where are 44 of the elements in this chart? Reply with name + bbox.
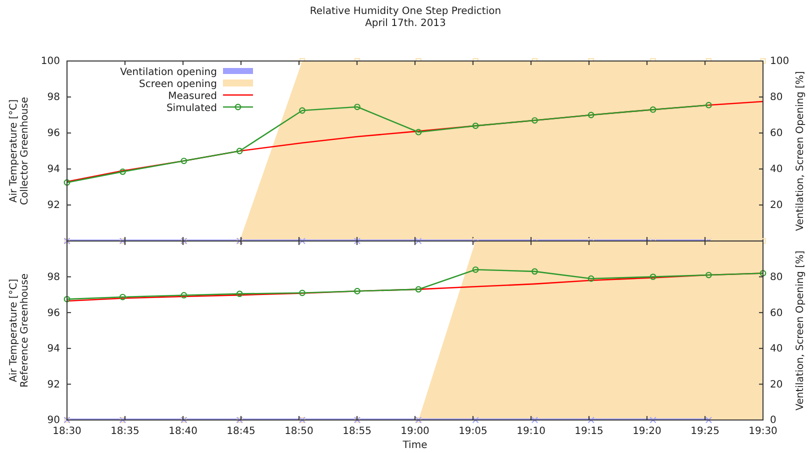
x-axis-title: Time <box>402 440 428 451</box>
x-tick-label: 19:00 <box>400 426 430 438</box>
x-tick-label: 19:30 <box>748 426 778 438</box>
y-tick-label: 98 <box>47 272 60 283</box>
y2-tick-label: 0 <box>770 415 776 426</box>
legend-label: Screen opening <box>139 79 217 90</box>
x-tick-label: 18:45 <box>226 426 256 438</box>
y2-tick-label: 20 <box>770 200 783 212</box>
y2-tick-label: 80 <box>770 272 783 283</box>
y-axis-title: Air Temperature [°C] Reference Greenhouse <box>8 274 30 388</box>
legend-label: Simulated <box>166 103 217 114</box>
y2-axis-title: Ventilation, Screen Opening [%] <box>795 70 806 231</box>
y-tick-label: 90 <box>47 415 60 426</box>
y2-tick-label: 40 <box>770 164 783 176</box>
y-tick-label: 94 <box>47 164 60 176</box>
x-tick-label: 19:15 <box>574 426 604 438</box>
x-tick-label: 18:40 <box>168 426 198 438</box>
chart-subtitle: April 17th. 2013 <box>365 18 446 29</box>
y2-tick-label: 60 <box>770 128 783 140</box>
y2-tick-label: 60 <box>770 308 783 319</box>
y-axis-title: Air Temperature [°C] Collector Greenhouse <box>8 96 30 206</box>
y-tick-label: 96 <box>47 128 60 140</box>
y-tick-label: 96 <box>47 308 60 319</box>
y2-tick-label: 80 <box>770 92 783 104</box>
chart-title: Relative Humidity One Step Prediction <box>310 6 502 17</box>
x-tick-label: 19:25 <box>690 426 720 438</box>
x-tick-label: 19:20 <box>632 426 662 438</box>
y2-tick-label: 40 <box>770 344 783 355</box>
x-tick-label: 19:10 <box>516 426 546 438</box>
y-tick-label: 98 <box>47 92 60 104</box>
y-tick-label: 92 <box>47 200 60 212</box>
y-tick-label: 100 <box>40 56 60 68</box>
x-tick-label: 18:50 <box>284 426 314 438</box>
x-tick-label: 18:30 <box>52 426 82 438</box>
x-tick-label: 19:05 <box>458 426 488 438</box>
legend-label: Measured <box>168 91 217 102</box>
y2-axis-title: Ventilation, Screen Opening [%] <box>795 250 806 410</box>
legend-label: Ventilation opening <box>120 67 217 78</box>
y2-tick-label: 20 <box>770 379 783 390</box>
y-tick-label: 92 <box>47 379 60 390</box>
x-tick-label: 18:55 <box>342 426 372 438</box>
y-tick-label: 94 <box>47 344 60 355</box>
y2-tick-label: 100 <box>770 56 790 68</box>
x-tick-label: 18:35 <box>110 426 140 438</box>
